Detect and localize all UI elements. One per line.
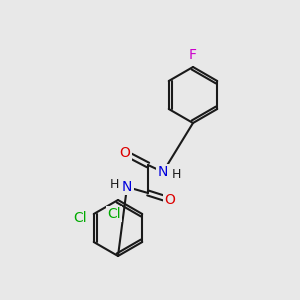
Text: H: H <box>109 178 119 190</box>
Text: N: N <box>122 180 132 194</box>
Text: H: H <box>171 169 181 182</box>
Text: Cl: Cl <box>107 207 121 221</box>
Text: Cl: Cl <box>73 211 87 225</box>
Text: O: O <box>120 146 130 160</box>
Text: N: N <box>158 165 168 179</box>
Text: O: O <box>165 193 176 207</box>
Text: F: F <box>189 48 197 62</box>
